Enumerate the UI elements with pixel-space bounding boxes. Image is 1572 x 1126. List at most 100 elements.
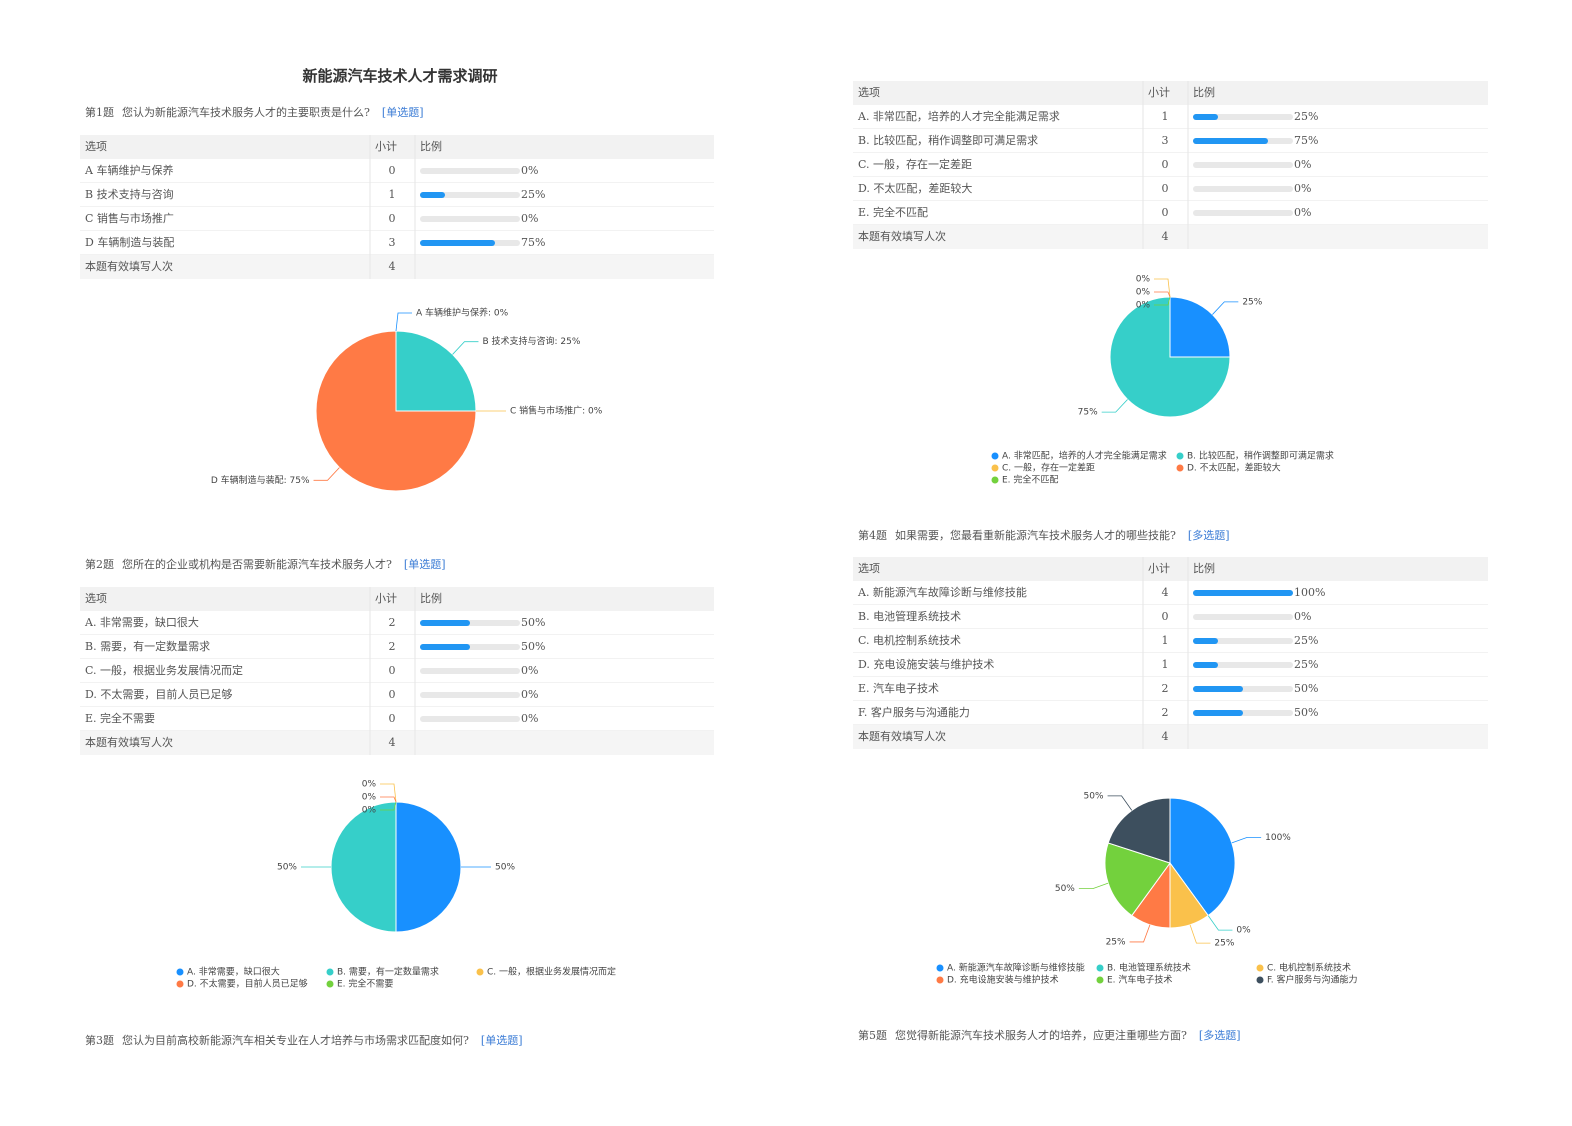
leader-line — [1189, 924, 1211, 944]
leader-line — [1078, 882, 1109, 890]
bar-track — [1193, 186, 1293, 192]
option-text: C. 一般，根据业务发展情况而定 — [85, 663, 243, 677]
count-text: 3 — [1162, 134, 1169, 147]
table-row-bg — [853, 581, 1488, 605]
count-text: 3 — [389, 236, 396, 249]
pie-label: 100% — [1265, 833, 1291, 843]
percent-text: 100% — [1294, 586, 1325, 599]
bar-track — [1193, 210, 1293, 216]
table-header-cell: 选项 — [858, 86, 880, 99]
table-row-bg — [853, 129, 1488, 153]
option-text: D. 不太匹配，差距较大 — [858, 181, 972, 195]
percent-text: 0% — [521, 212, 538, 225]
question-heading: 第4题 如果需要，您最看重新能源汽车技术服务人才的哪些技能? [多选题] — [858, 528, 1230, 542]
count-text: 1 — [1162, 658, 1169, 671]
percent-text: 0% — [521, 712, 538, 725]
legend-marker — [936, 964, 944, 972]
option-text: F. 客户服务与沟通能力 — [858, 705, 970, 719]
leader-line — [1107, 795, 1133, 811]
option-text: D 车辆制造与装配 — [85, 235, 174, 249]
bar-track — [420, 168, 520, 174]
legend-marker — [991, 476, 999, 484]
table-row-bg — [853, 153, 1488, 177]
pie-label: 0% — [1236, 926, 1251, 936]
leader-line — [452, 341, 479, 355]
legend-marker — [176, 980, 184, 988]
percent-bar — [420, 620, 470, 626]
table-row-bg — [853, 629, 1488, 653]
legend-text: B. 电池管理系统技术 — [1107, 962, 1191, 974]
option-text: D. 充电设施安装与维护技术 — [858, 657, 994, 671]
pie-slice — [1104, 842, 1171, 917]
percent-bar — [1193, 590, 1293, 596]
count-text: 0 — [389, 164, 396, 177]
option-text: C. 电机控制系统技术 — [858, 633, 961, 647]
table-header-bg — [853, 557, 1488, 581]
percent-text: 75% — [1294, 134, 1318, 147]
table-header-cell: 比例 — [420, 139, 442, 153]
question-number: 第3题 — [85, 1033, 114, 1047]
leader-line — [1212, 301, 1239, 315]
count-text: 0 — [389, 712, 396, 725]
count-text: 2 — [389, 616, 396, 629]
table-header-cell: 选项 — [858, 562, 880, 575]
percent-text: 75% — [521, 236, 545, 249]
option-text: A. 非常需要，缺口很大 — [84, 615, 199, 629]
table-row-bg — [853, 701, 1488, 725]
table-row-bg — [80, 683, 714, 707]
pie-label: B 技术支持与咨询: 25% — [482, 335, 580, 347]
table-header-cell: 小计 — [1148, 86, 1170, 99]
count-text: 0 — [1162, 158, 1169, 171]
table-header-cell: 比例 — [1193, 561, 1215, 575]
table-row-bg — [853, 177, 1488, 201]
table-row-bg — [80, 635, 714, 659]
question-text: 您认为新能源汽车技术服务人才的主要职责是什么? — [122, 105, 370, 119]
leader-line — [1154, 296, 1171, 306]
percent-text: 50% — [521, 640, 545, 653]
percent-bar — [1193, 662, 1218, 668]
table-row-bg — [80, 159, 714, 183]
pie-label: 0% — [362, 780, 377, 790]
question-number: 第4题 — [858, 528, 887, 542]
question-kind: [单选题] — [382, 106, 424, 119]
legend-marker — [476, 968, 484, 976]
pie-slice — [1169, 797, 1236, 917]
legend-text: B. 需要，有一定数量需求 — [337, 966, 439, 978]
total-label: 本题有效填写人次 — [85, 259, 173, 273]
legend-marker — [991, 464, 999, 472]
leader-line — [1154, 291, 1171, 298]
pie-label: 50% — [277, 863, 297, 873]
percent-bar — [420, 644, 470, 650]
bar-track — [420, 716, 520, 722]
legend-text: E. 完全不需要 — [337, 978, 393, 990]
pie-slice — [395, 801, 462, 933]
count-text: 1 — [1162, 634, 1169, 647]
question-kind: [多选题] — [1188, 528, 1230, 542]
pie-label: 0% — [1136, 301, 1151, 311]
table-row-bg — [853, 605, 1488, 629]
count-text: 0 — [1162, 610, 1169, 623]
percent-text: 0% — [521, 688, 538, 701]
legend-marker — [991, 452, 999, 460]
total-count: 4 — [389, 260, 396, 273]
percent-bar — [1193, 638, 1218, 644]
percent-bar — [420, 192, 445, 198]
table-row-bg — [80, 611, 714, 635]
option-text: C 销售与市场推广 — [85, 211, 174, 225]
legend-text: F. 客户服务与沟通能力 — [1267, 974, 1357, 986]
percent-bar — [420, 240, 495, 246]
leader-line — [1101, 399, 1128, 413]
table-header-cell: 选项 — [85, 140, 107, 153]
leader-line — [380, 796, 397, 803]
legend-text: D. 充电设施安装与维护技术 — [947, 974, 1059, 986]
legend-marker — [1256, 964, 1264, 972]
table-row-bg — [80, 659, 714, 683]
pie-label: 0% — [1136, 288, 1151, 298]
percent-text: 25% — [1294, 658, 1318, 671]
legend-marker — [1096, 964, 1104, 972]
pie-slice — [330, 801, 397, 933]
count-text: 0 — [1162, 182, 1169, 195]
table-header-cell: 选项 — [85, 592, 107, 605]
bar-track — [1193, 114, 1293, 120]
